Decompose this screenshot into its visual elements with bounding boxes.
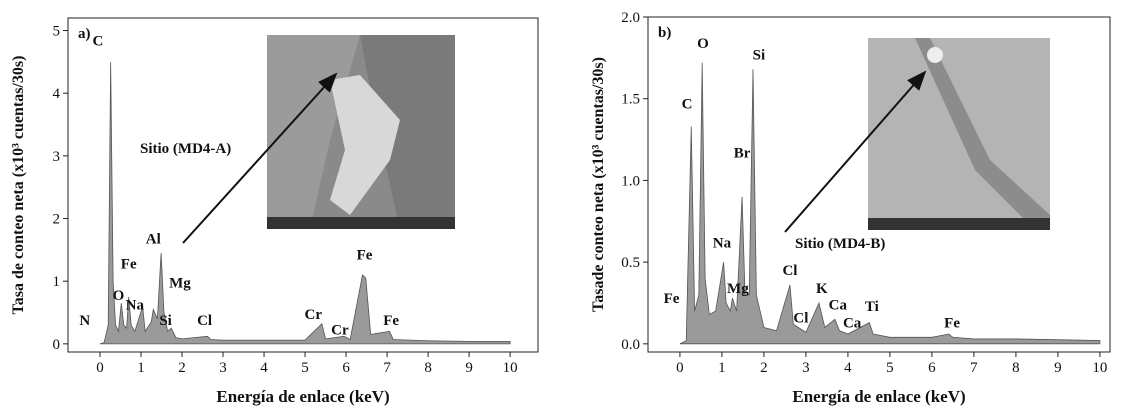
peak-label: Na: [713, 235, 732, 251]
x-tick-label: 10: [1092, 360, 1107, 376]
peak-label: O: [113, 288, 125, 304]
plot-frame: [647, 16, 1111, 353]
y-tick-label: 2.0: [621, 10, 640, 26]
peak-label: Br: [734, 146, 751, 162]
x-tick-label: 0: [96, 360, 104, 376]
peak-label: Ca: [829, 298, 848, 314]
y-tick-label: 0.5: [621, 255, 640, 271]
peak-label: N: [79, 313, 90, 329]
peak-label: Na: [126, 297, 145, 313]
x-tick-label: 8: [1012, 360, 1020, 376]
y-tick-label: 4: [53, 86, 61, 102]
arrow: [784, 70, 927, 233]
x-tick-label: 3: [219, 360, 227, 376]
annotation: Sitio (MD4-A): [140, 141, 231, 157]
x-tick-label: 5: [301, 360, 309, 376]
peak-label: Fe: [944, 315, 960, 331]
panel: 0 1 2 3 4 5 6 7 8 9 10 0 1 2 3 4 5 Energía de enlace (keV…: [10, 17, 539, 406]
peak-label: Fe: [664, 291, 680, 307]
x-tick-label: 10: [503, 360, 518, 376]
x-tick-label: 2: [760, 360, 768, 376]
y-tick-label: 3: [53, 149, 61, 165]
y-tick-label: 1: [53, 274, 61, 290]
peak-label: Cr: [331, 322, 349, 338]
inset-image-a: [267, 35, 455, 229]
x-tick-label: 4: [260, 360, 268, 376]
x-tick-label: 2: [178, 360, 186, 376]
x-tick-label: 0: [676, 360, 684, 376]
x-tick-label: 3: [802, 360, 810, 376]
x-tick-label: 1: [137, 360, 145, 376]
x-tick-label: 9: [465, 360, 473, 376]
y-tick-label: 1.5: [621, 92, 640, 108]
y-tick-label: 1.0: [621, 173, 640, 189]
y-axis-label: Tasa de conteo neta (x10³ cuentas/30s): [10, 56, 27, 315]
y-tick-label: 0: [53, 337, 61, 353]
x-tick-label: 6: [342, 360, 350, 376]
plot-frame: [67, 17, 539, 353]
panel: 0 1 2 3 4 5 6 7 8 9 10 0.0 0.5 1.0 1.5 2.0 Energía de en…: [590, 10, 1111, 406]
peak-label: Fe: [383, 313, 399, 329]
x-axis-label: Energía de enlace (keV): [792, 387, 965, 406]
peak-label: Si: [159, 313, 172, 329]
peak-label: K: [816, 281, 828, 297]
panel-label: a): [78, 26, 91, 42]
x-tick-label: 6: [928, 360, 936, 376]
peak-label: Mg: [169, 275, 191, 291]
x-tick-label: 5: [886, 360, 894, 376]
peak-label: Cl: [793, 311, 808, 327]
peak-label: C: [93, 34, 104, 50]
peak-label: O: [697, 36, 709, 52]
peak-label: Ti: [865, 299, 879, 315]
y-axis-label: Tasade conteo neta (x10³ cuentas/30s): [590, 57, 607, 312]
annotation: Sitio (MD4-B): [795, 236, 885, 252]
peak-label: Fe: [357, 247, 373, 263]
x-tick-label: 4: [844, 360, 852, 376]
spectrum: [679, 62, 1101, 345]
inset-image-b: [868, 38, 1050, 230]
peak-label: Cr: [305, 307, 323, 323]
peak-label: Cl: [197, 313, 212, 329]
arrow: [182, 72, 338, 244]
y-tick-label: 0.0: [621, 337, 640, 353]
panel-label: b): [658, 25, 671, 41]
x-axis-label: Energía de enlace (keV): [216, 387, 389, 406]
peak-label: Si: [753, 47, 766, 63]
peak-label: C: [682, 97, 693, 113]
peak-label: Ca: [843, 315, 862, 331]
spectrum: [99, 61, 511, 345]
x-tick-label: 9: [1054, 360, 1062, 376]
peak-label: Fe: [121, 257, 137, 273]
peak-label: Mg: [727, 281, 749, 297]
x-tick-label: 7: [970, 360, 978, 376]
x-tick-label: 8: [424, 360, 432, 376]
x-tick-label: 7: [383, 360, 391, 376]
y-tick-label: 5: [53, 24, 61, 40]
x-tick-label: 1: [718, 360, 726, 376]
peak-label: Al: [146, 232, 161, 248]
y-tick-label: 2: [53, 212, 61, 228]
peak-label: Cl: [782, 263, 797, 279]
